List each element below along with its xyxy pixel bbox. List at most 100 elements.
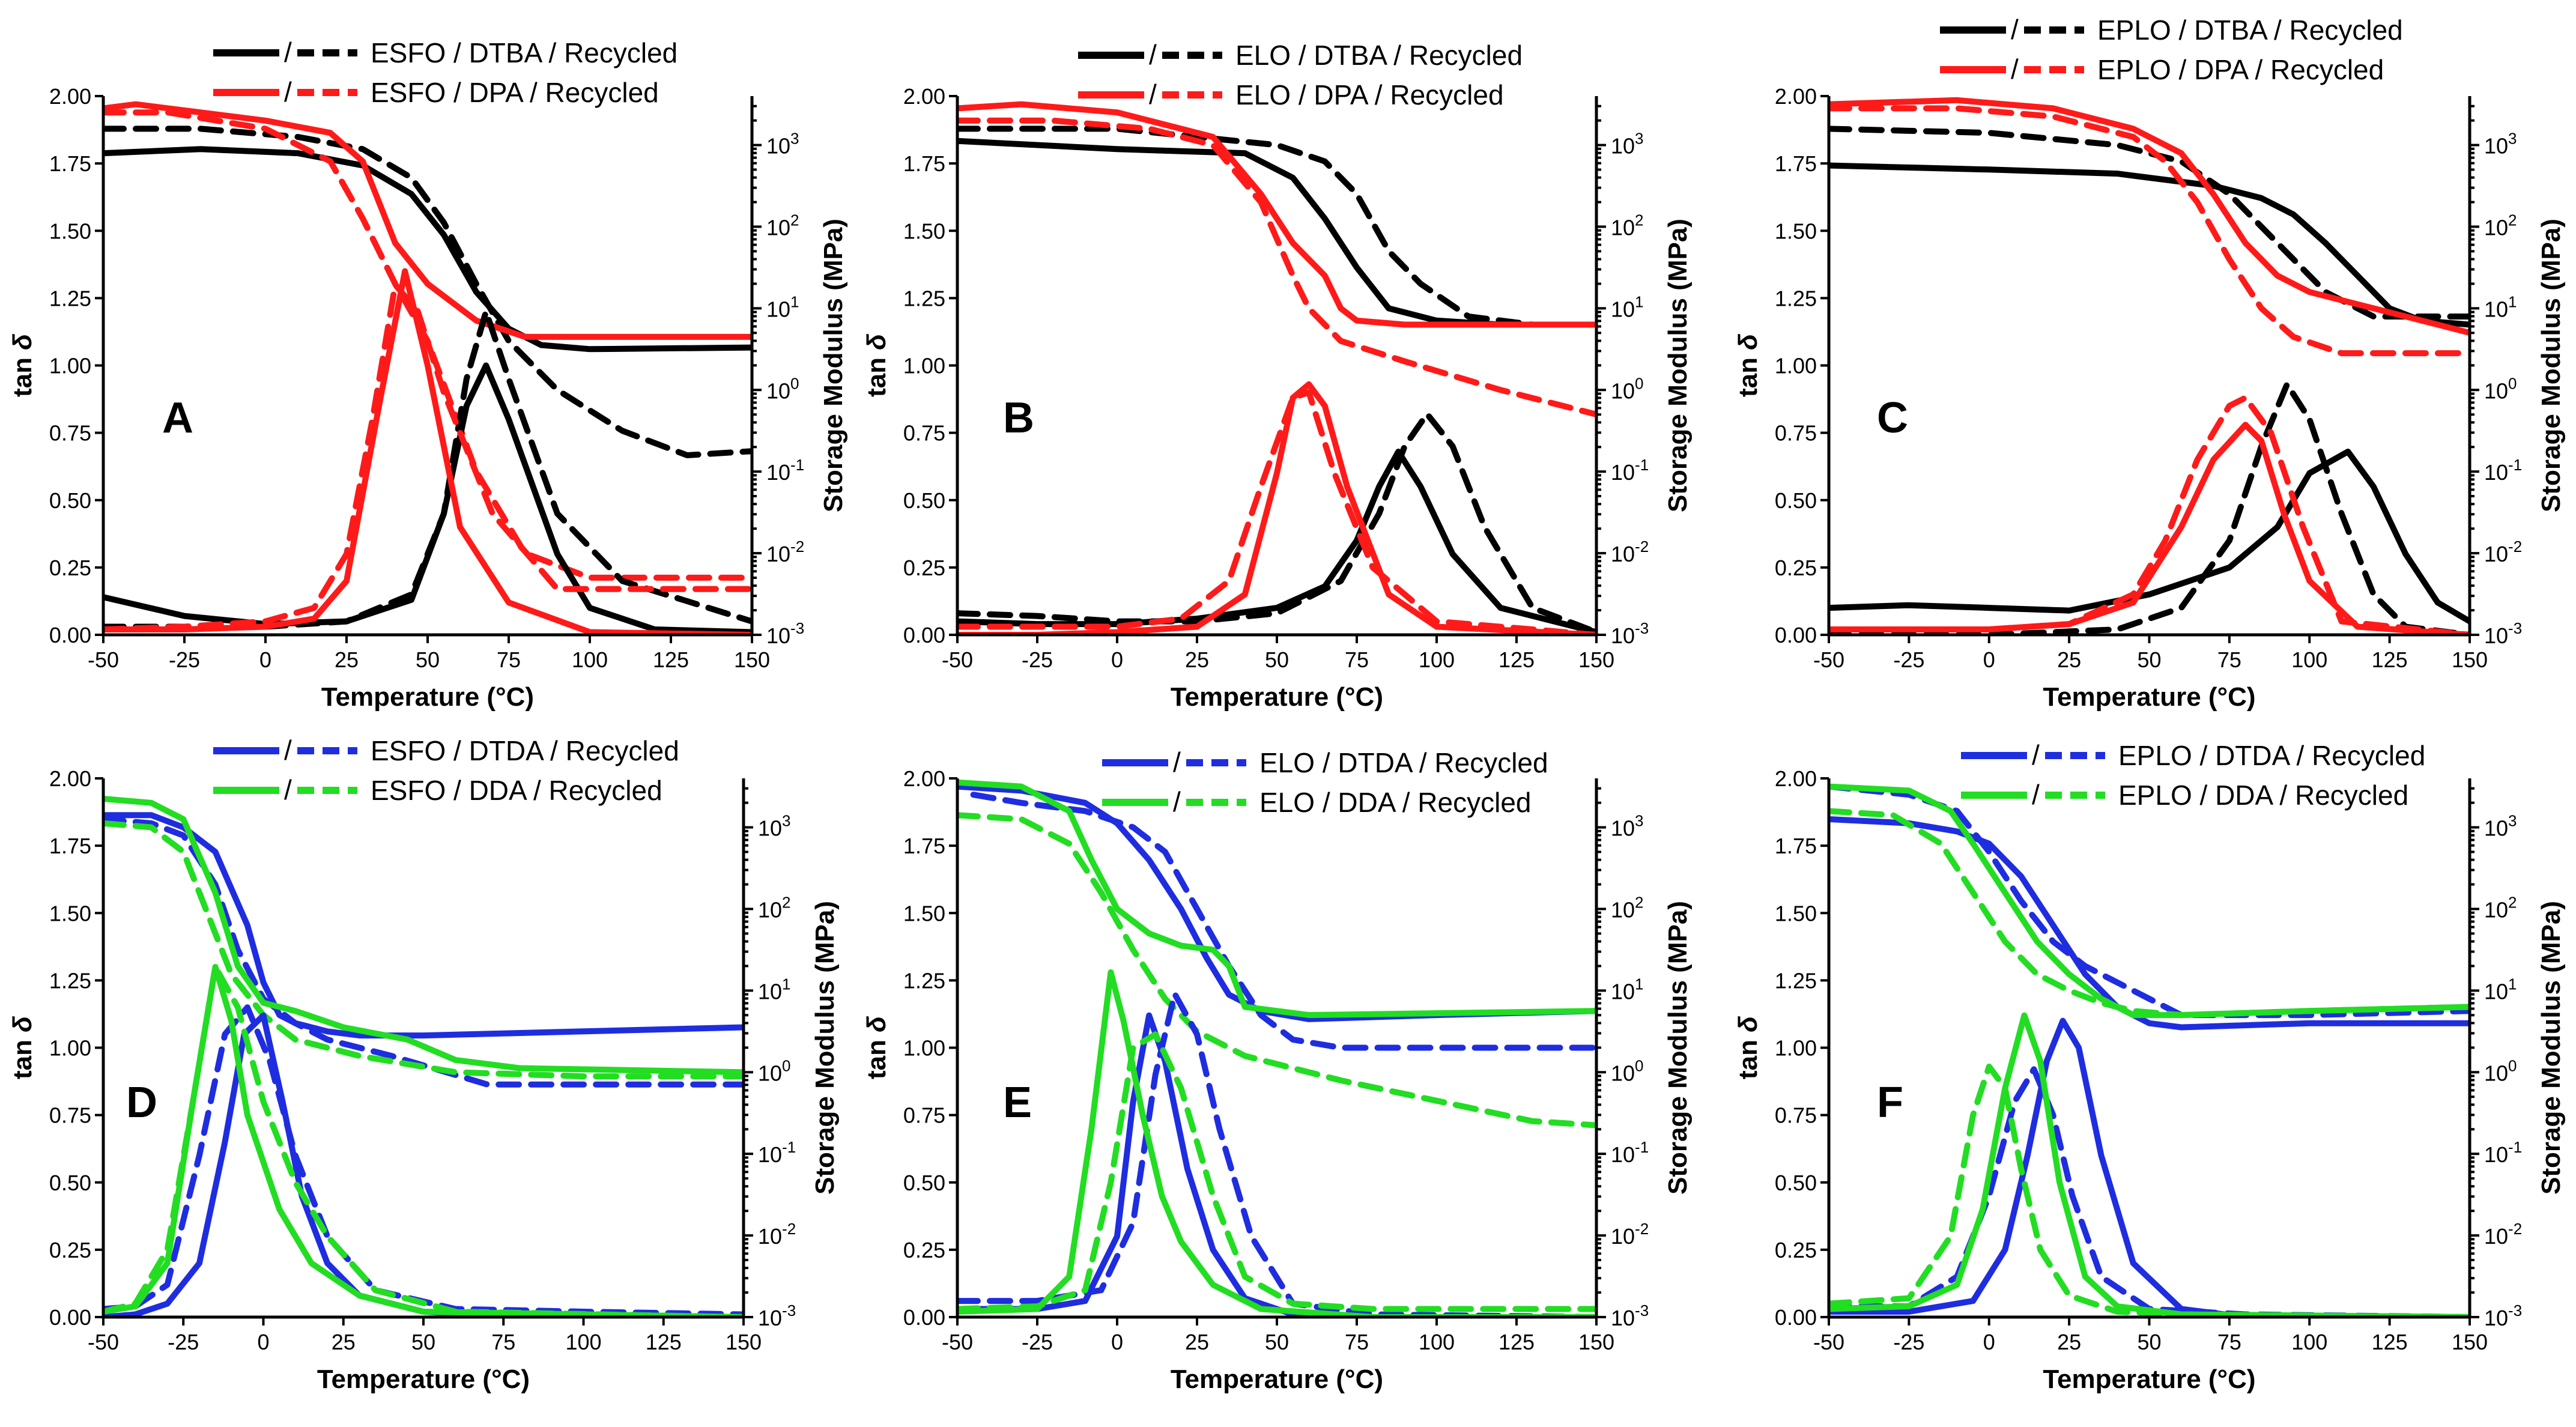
series-line — [957, 990, 1596, 1317]
axis-line — [1827, 778, 2470, 1319]
x-tick-label: 0 — [1983, 1330, 1995, 1354]
panel-c: -50 -25 0 25 50 75 100 125 150 0.00 0.25 0.50 0.75 1.… — [1733, 14, 2566, 712]
y2-tick-label: 101 — [766, 292, 799, 321]
y-tick-label: 1.50 — [903, 901, 945, 926]
legend: / EPLO / DTBA / Recycled / EPLO / DPA / Rec… — [1940, 14, 2403, 85]
y-tick-label: 0.75 — [1775, 1103, 1817, 1128]
y-tick-label: 1.50 — [903, 219, 945, 243]
y-tick-label: 1.25 — [49, 286, 91, 311]
series-line — [103, 126, 752, 458]
x-tick-label: 0 — [1983, 647, 1995, 672]
legend-label: ESFO / DTBA / Recycled — [371, 37, 677, 68]
y2-tick-label: 10-3 — [766, 619, 804, 648]
legend-label: ELO / DTBA / Recycled — [1235, 40, 1523, 71]
x-tick-label: 100 — [572, 647, 608, 672]
x-tick-label: 125 — [646, 1330, 682, 1354]
legend-label: ELO / DPA / Recycled — [1235, 79, 1504, 111]
x-tick-label: 100 — [1419, 647, 1455, 672]
legend-label: ESFO / DPA / Recycled — [371, 77, 659, 108]
series-line — [957, 381, 1596, 635]
y-tick-label: 0.75 — [903, 1103, 945, 1128]
y-tick-label: 0.75 — [903, 421, 945, 446]
series-line — [103, 963, 744, 1317]
x-tick-label: 125 — [2372, 1330, 2408, 1354]
y2-axis-label: Storage Modulus (MPa) — [810, 901, 840, 1195]
x-tick-label: 150 — [2452, 647, 2488, 672]
y2-tick-label: 102 — [766, 211, 799, 240]
x-tick-label: 150 — [2452, 1330, 2488, 1354]
x-tick-label: -25 — [1022, 647, 1053, 672]
series-line — [103, 812, 744, 1039]
y-tick-label: 1.25 — [49, 968, 91, 993]
series-line — [957, 779, 1596, 1019]
legend-label: EPLO / DTBA / Recycled — [2097, 14, 2403, 46]
y2-tick-label: 101 — [1611, 975, 1644, 1004]
panel-letter: E — [1003, 1079, 1032, 1127]
x-tick-label: 75 — [2217, 647, 2241, 672]
y2-tick-label: 103 — [766, 130, 799, 159]
series-line — [957, 812, 1596, 1129]
y-tick-label: 1.75 — [49, 151, 91, 176]
curves-group — [1829, 783, 2470, 1317]
y2-tick-label: 10-1 — [2484, 1138, 2522, 1167]
y2-tick-label: 103 — [1611, 812, 1644, 841]
legend: / ELO / DTBA / Recycled / ELO / DPA / Recyc… — [1078, 39, 1523, 111]
legend-label: EPLO / DPA / Recycled — [2097, 54, 2384, 85]
curves-group — [957, 101, 1596, 635]
series-line — [1829, 381, 2470, 635]
y-tick-label: 1.25 — [1775, 968, 1817, 993]
y-tick-label: 0.75 — [1775, 421, 1817, 446]
y2-axis-label: Storage Modulus (MPa) — [819, 219, 848, 512]
series-line — [1829, 783, 2470, 1019]
series-line — [1829, 97, 2470, 336]
y2-tick-label: 100 — [2484, 374, 2517, 403]
y2-tick-label: 10-3 — [2484, 1301, 2522, 1330]
y2-tick-label: 10-1 — [2484, 456, 2522, 485]
x-tick-label: 125 — [1499, 1330, 1535, 1354]
y-axis-label: tan δ — [8, 1016, 37, 1079]
x-tick-label: 0 — [1111, 1330, 1123, 1354]
y-tick-label: 0.00 — [903, 623, 945, 647]
legend: / EPLO / DTDA / Recycled / EPLO / DDA / Rec… — [1961, 739, 2425, 811]
legend-separator: / — [2032, 779, 2040, 810]
series-line — [957, 117, 1596, 417]
y2-tick-label: 101 — [2484, 292, 2517, 321]
x-tick-label: 150 — [1578, 647, 1614, 672]
y-tick-label: 1.00 — [49, 354, 91, 378]
x-axis-label: Temperature (°C) — [1171, 1365, 1383, 1394]
x-tick-label: 100 — [1419, 1330, 1455, 1354]
x-tick-label: 75 — [1345, 647, 1369, 672]
y-axis-label: tan δ — [8, 334, 37, 397]
series-line — [103, 963, 744, 1317]
y2-tick-label: 103 — [1611, 130, 1644, 159]
y-tick-label: 1.50 — [1775, 219, 1817, 243]
y-tick-label: 0.00 — [1775, 1305, 1817, 1330]
panel-letter: F — [1877, 1079, 1903, 1127]
y-tick-label: 1.25 — [903, 286, 945, 311]
y-axis-label: tan δ — [1733, 1016, 1763, 1079]
y-tick-label: 0.50 — [49, 488, 91, 513]
series-line — [957, 101, 1596, 328]
x-axis-label: Temperature (°C) — [1171, 682, 1383, 712]
x-tick-label: 50 — [1265, 1330, 1289, 1354]
y-tick-label: 0.50 — [49, 1171, 91, 1195]
y2-tick-label: 102 — [1611, 893, 1644, 922]
panel-letter: C — [1877, 394, 1908, 442]
y2-tick-label: 102 — [2484, 211, 2517, 240]
y-tick-label: 2.00 — [903, 766, 945, 791]
y-tick-label: 1.00 — [49, 1036, 91, 1061]
y-axis-label: tan δ — [862, 334, 891, 397]
series-line — [1829, 783, 2470, 1019]
y-tick-label: 1.75 — [903, 834, 945, 858]
x-tick-label: 25 — [332, 1330, 356, 1354]
series-line — [1829, 1063, 2470, 1317]
y-tick-label: 2.00 — [49, 84, 91, 109]
legend-separator: / — [284, 76, 292, 108]
y-tick-label: 0.50 — [903, 1171, 945, 1195]
panel-b: -50 -25 0 25 50 75 100 125 150 0.00 0.25 0.50 0.75 1.… — [862, 39, 1693, 712]
x-tick-label: 25 — [2057, 1330, 2081, 1354]
legend-label: ELO / DTDA / Recycled — [1259, 747, 1548, 778]
y-tick-label: 0.75 — [49, 1103, 91, 1128]
series-line — [957, 411, 1596, 635]
